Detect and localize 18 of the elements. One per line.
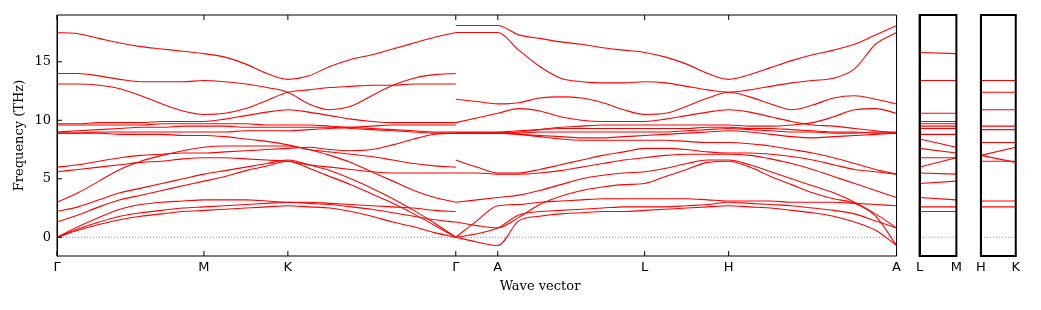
x-tick-label: A (493, 259, 503, 275)
x-tick-label: M (950, 259, 962, 275)
x-tick-label: K (1011, 259, 1021, 275)
x-tick-label: L (641, 259, 650, 275)
y-tick-label: 10 (34, 111, 51, 127)
x-tick-label: H (976, 259, 986, 275)
y-tick-label: 0 (42, 228, 51, 244)
y-tick-label: 15 (34, 53, 51, 69)
y-tick-label: 5 (42, 170, 51, 186)
y-axis-title: Frequency (THz) (11, 79, 27, 192)
x-axis-title: Wave vector (499, 278, 582, 294)
x-tick-label: Γ (53, 259, 62, 275)
x-tick-label: M (198, 259, 210, 275)
x-tick-label: Γ (452, 259, 461, 275)
x-tick-label: L (916, 259, 924, 275)
x-tick-label: K (283, 259, 293, 275)
x-tick-label: H (723, 259, 734, 275)
x-tick-label: A (892, 259, 902, 275)
